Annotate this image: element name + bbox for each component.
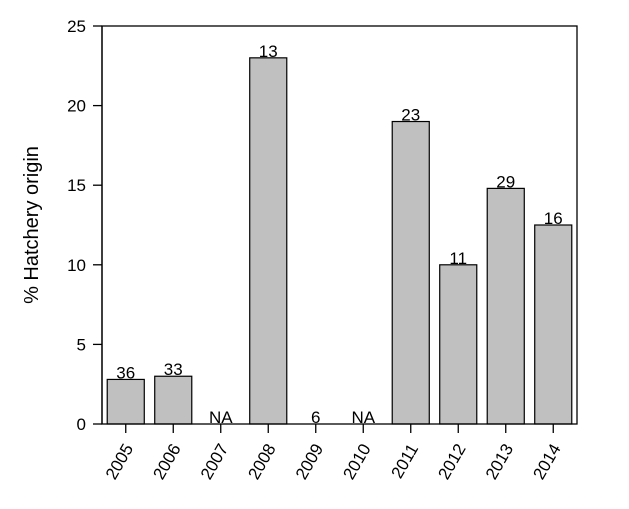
x-tick-label-2007: 2007 [197,441,232,483]
x-axis: 2005 2006 2007 2008 2009 2010 2011 2012 2013 2014 [102,424,565,483]
bar-label-2008: 13 [259,42,278,61]
bar-label-2014: 16 [544,209,563,228]
bar-label-2011: 23 [401,106,420,125]
bar-label-2007: NA [209,408,233,427]
y-tick-label: 10 [67,256,86,275]
y-tick-label: 25 [67,17,86,36]
bar-2005 [106,378,145,425]
bar-label-2012: 11 [449,249,467,268]
x-tick-label-2010: 2010 [339,441,374,483]
bar-2006 [154,375,193,425]
x-tick-label-2013: 2013 [482,441,517,483]
y-axis: 0 5 10 15 20 25 [67,17,103,434]
y-tick-label: 20 [67,97,86,116]
bar-2011 [391,120,430,425]
bar-label-2010: NA [351,408,375,427]
x-tick-label-2014: 2014 [529,441,564,483]
x-tick-label-2005: 2005 [102,441,137,483]
bar-label-2005: 36 [116,363,135,382]
x-tick-label-2012: 2012 [434,441,469,483]
y-tick-label: 0 [77,415,86,434]
x-tick-label-2006: 2006 [149,441,184,483]
x-tick-label-2011: 2011 [387,441,422,482]
bars [106,57,573,425]
bar-label-2009: 6 [311,408,320,427]
bar-2008 [249,57,288,425]
bar-2012 [439,264,478,425]
y-axis-title: % Hatchery origin [21,146,43,304]
bar-label-2013: 29 [496,172,515,191]
x-tick-label-2009: 2009 [292,441,327,483]
x-tick-label-2008: 2008 [244,441,279,483]
bar-labels: 36 33 NA 13 6 NA 23 11 29 16 [116,42,562,427]
bar-label-2006: 33 [164,360,183,379]
y-tick-label: 5 [77,335,86,354]
y-tick-label: 15 [67,176,86,195]
plot-frame [101,25,578,425]
bar-2013 [486,187,525,425]
bar-2014 [534,224,573,425]
